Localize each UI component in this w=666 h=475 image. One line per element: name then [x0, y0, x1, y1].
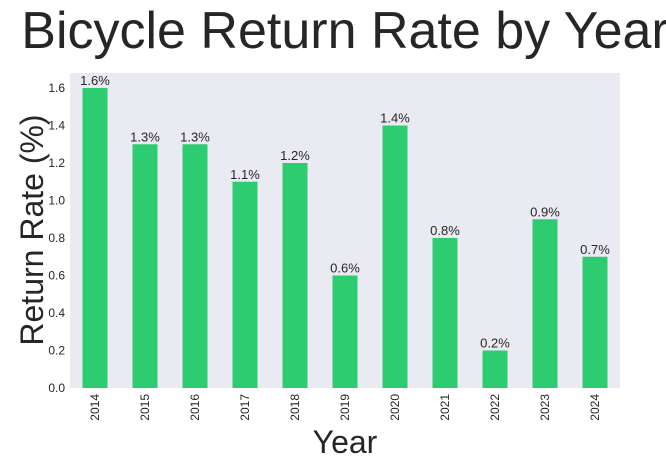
bar-value-label: 0.2%: [480, 336, 510, 351]
bar-value-label: 1.6%: [80, 73, 110, 88]
y-tick-label: 1.0: [48, 194, 65, 208]
y-tick-label: 0.0: [48, 381, 65, 395]
bar-2019: [332, 275, 358, 388]
x-tick-label: 2020: [388, 394, 402, 421]
x-tick-label: 2023: [538, 394, 552, 421]
x-axis-ticks: 2014 2015 2016 2017 2018 2019 2020 2021 2022 2023…: [88, 394, 602, 421]
x-tick-label: 2024: [588, 394, 602, 421]
x-tick-label: 2019: [338, 394, 352, 421]
y-tick-label: 0.4: [48, 306, 65, 320]
bar-value-label: 0.9%: [530, 204, 560, 219]
bars-group: [82, 88, 608, 388]
bar-2024: [582, 256, 608, 388]
bar-2014: [82, 88, 108, 388]
bar-2023: [532, 219, 558, 388]
x-tick-label: 2022: [488, 394, 502, 421]
x-axis-label: Year: [313, 424, 378, 460]
x-tick-label: 2015: [138, 394, 152, 421]
x-tick-label: 2017: [238, 394, 252, 421]
y-tick-label: 0.2: [48, 344, 65, 358]
bar-2016: [182, 144, 208, 388]
bar-2018: [282, 163, 308, 388]
y-tick-label: 1.2: [48, 156, 65, 170]
bar-2022: [482, 350, 508, 388]
y-axis-ticks: 0.0 0.2 0.4 0.6 0.8 1.0 1.2 1.4 1.6: [48, 81, 65, 395]
y-tick-label: 1.4: [48, 119, 65, 133]
bar-value-label: 1.2%: [280, 148, 310, 163]
bar-value-label: 0.6%: [330, 261, 360, 276]
bar-2015: [132, 144, 158, 388]
bar-2020: [382, 125, 408, 388]
y-axis-label: Return Rate (%): [14, 114, 50, 345]
y-tick-label: 0.6: [48, 269, 65, 283]
bar-value-label: 1.3%: [180, 129, 210, 144]
bar-value-label: 0.7%: [580, 242, 610, 257]
bar-2021: [432, 238, 458, 388]
y-tick-label: 0.8: [48, 231, 65, 245]
bar-value-label: 1.4%: [380, 111, 410, 126]
data-labels-group: 1.6% 1.3% 1.3% 1.1% 1.2% 0.6% 1.4% 0.8% 0.2% 0.9%…: [80, 73, 610, 351]
bar-value-label: 0.8%: [430, 223, 460, 238]
x-tick-label: 2018: [288, 394, 302, 421]
y-tick-label: 1.6: [48, 81, 65, 95]
bar-2017: [232, 181, 258, 388]
x-tick-label: 2014: [88, 394, 102, 421]
x-tick-label: 2016: [188, 394, 202, 421]
bar-value-label: 1.1%: [230, 167, 260, 182]
chart-title: Bicycle Return Rate by Year: [21, 2, 666, 60]
x-tick-label: 2021: [438, 394, 452, 421]
bar-value-label: 1.3%: [130, 129, 160, 144]
